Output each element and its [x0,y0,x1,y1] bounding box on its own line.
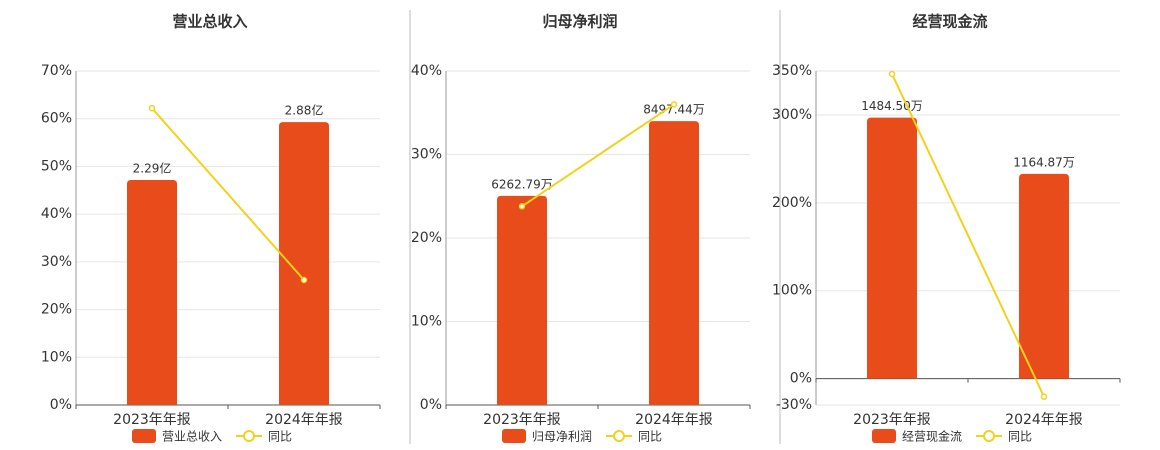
line-point [518,203,526,210]
y-tick-label: -30% [776,397,812,413]
y-tick-label: 0% [790,371,812,387]
line [151,107,305,281]
y-tick-label: 30% [411,147,442,163]
line-point [670,101,678,108]
y-tick-label: 40% [411,63,442,79]
y-tick-label: 0% [50,397,72,413]
legend-swatch [983,430,996,442]
y-tick-label: 0% [420,397,442,413]
legend-swatch [502,429,526,443]
line [891,73,1045,398]
value-label: 6262.79万 [491,177,553,191]
value-label: 1164.87万 [1013,155,1075,169]
value-label: 2.29亿 [133,161,172,176]
y-tick-label: 30% [41,254,72,270]
bar [649,121,699,406]
value-label: 2.88亿 [285,103,324,118]
y-tick-label: 10% [411,314,442,330]
y-tick-label: 350% [772,63,812,79]
chart-title: 归母净利润 [542,13,617,31]
legend-swatch [243,430,256,442]
bar [279,122,329,406]
y-tick-label: 40% [41,206,72,222]
legend-label: 同比 [638,430,662,444]
y-tick-label: 20% [411,230,442,246]
bar [867,117,917,379]
x-tick-label: 2024年年报 [265,412,343,428]
line [521,103,675,208]
legend-label: 经营现金流 [902,429,962,444]
line-point [148,104,156,112]
y-tick-label: 60% [41,111,72,127]
legend-swatch [132,429,156,443]
chart-title: 营业总收入 [172,13,247,31]
bar [1019,173,1069,379]
chart-title: 经营现金流 [912,13,987,31]
y-tick-label: 10% [41,349,72,365]
value-label: 8497.44万 [643,103,705,117]
x-tick-label: 2023年年报 [853,412,931,428]
line-point [888,70,896,78]
bar [497,195,547,405]
x-tick-label: 2023年年报 [483,412,561,428]
bar [127,180,177,405]
legend-label: 归母净利润 [532,430,592,444]
y-tick-label: 20% [41,302,72,318]
legend-label: 营业总收入 [162,430,222,444]
line-point [300,276,308,284]
y-tick-label: 300% [772,107,812,123]
line-point [1040,393,1048,400]
x-tick-label: 2024年年报 [635,412,713,428]
value-label: 1484.50万 [861,99,923,113]
legend-label: 同比 [1008,430,1032,444]
x-tick-label: 2023年年报 [113,412,191,428]
x-tick-label: 2024年年报 [1005,412,1083,428]
y-tick-label: 200% [772,195,812,211]
legend-swatch [872,429,896,443]
legend-label: 同比 [268,430,292,444]
y-tick-label: 70% [41,63,72,79]
y-tick-label: 100% [772,283,812,299]
legend-swatch [613,430,626,442]
y-tick-label: 50% [41,158,72,174]
